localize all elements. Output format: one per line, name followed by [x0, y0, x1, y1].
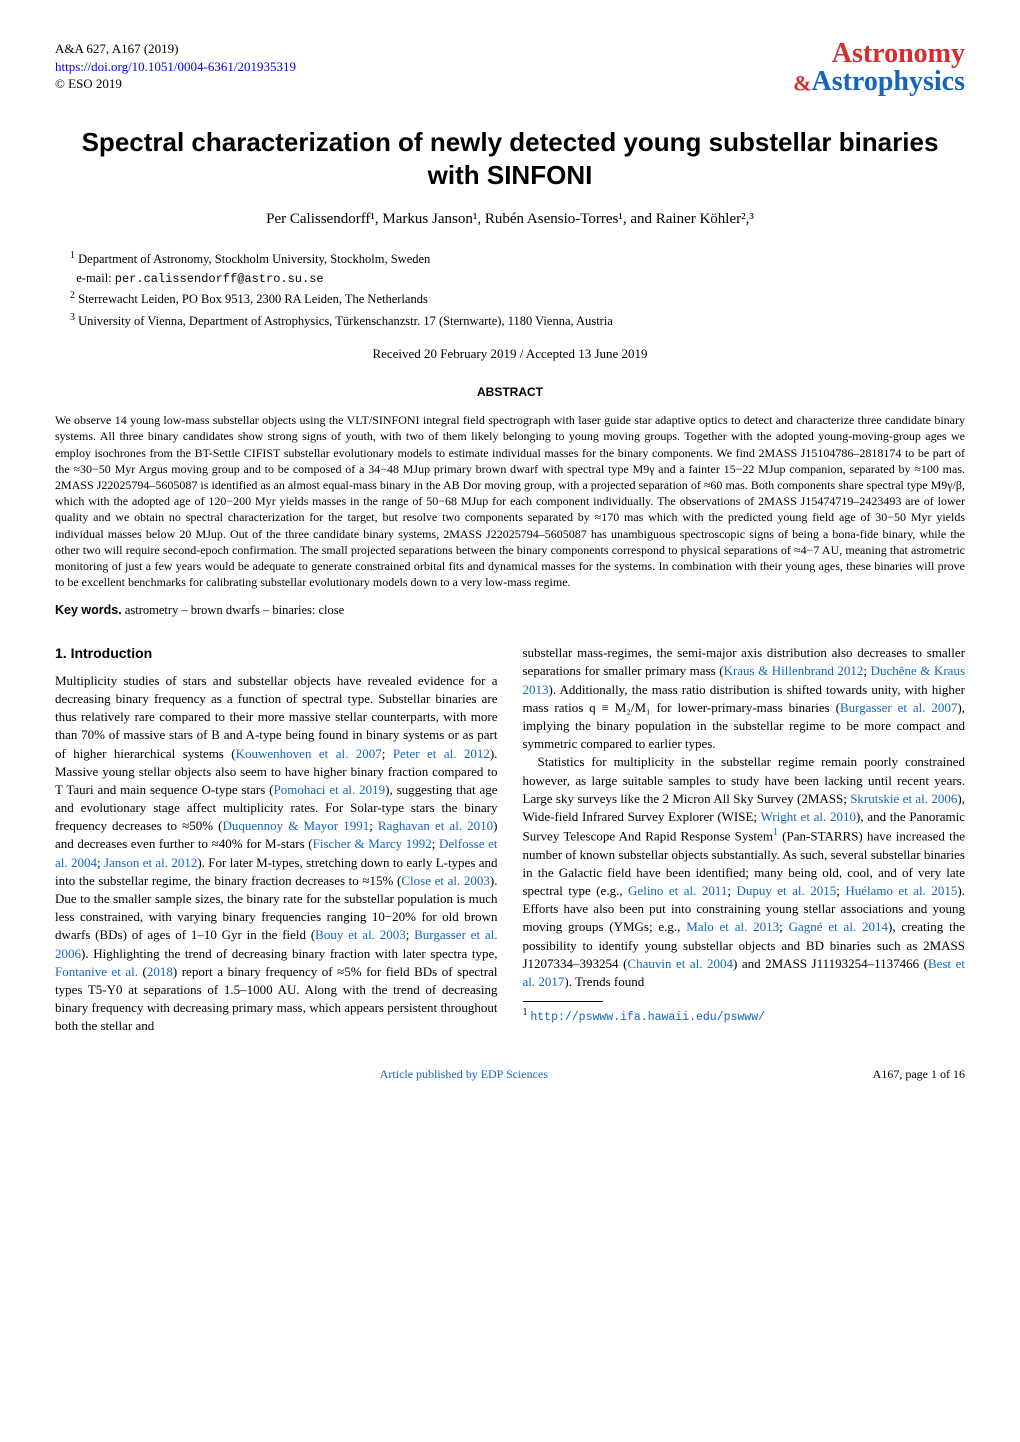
authors-line: Per Calissendorff¹, Markus Janson¹, Rubé…	[55, 209, 965, 229]
footnote-url[interactable]: http://pswww.ifa.hawaii.edu/pswww/	[530, 1011, 765, 1024]
citation[interactable]: Malo et al. 2013	[686, 919, 779, 934]
citation[interactable]: Dupuy et al. 2015	[736, 883, 836, 898]
right-column: substellar mass-regimes, the semi-major …	[523, 644, 966, 1035]
received-accepted-dates: Received 20 February 2019 / Accepted 13 …	[55, 345, 965, 363]
page-footer: Article published by EDP Sciences A167, …	[55, 1066, 965, 1082]
logo-ampersand: &	[793, 71, 811, 96]
citation[interactable]: Burgasser et al. 2007	[840, 700, 957, 715]
footnote-1: 1 http://pswww.ifa.hawaii.edu/pswww/	[523, 1006, 966, 1026]
keywords-line: Key words. astrometry – brown dwarfs – b…	[55, 602, 965, 619]
two-column-body: 1. Introduction Multiplicity studies of …	[55, 644, 965, 1035]
citation[interactable]: Raghavan et al. 2010	[378, 818, 493, 833]
citation[interactable]: Fischer & Marcy 1992	[313, 836, 432, 851]
citation[interactable]: Huélamo et al. 2015	[845, 883, 957, 898]
intro-paragraph-right-2: Statistics for multiplicity in the subst…	[523, 753, 966, 991]
intro-paragraph-right-1: substellar mass-regimes, the semi-major …	[523, 644, 966, 753]
citation[interactable]: Gagné et al. 2014	[789, 919, 888, 934]
citation[interactable]: Chauvin et al. 2004	[627, 956, 733, 971]
citation[interactable]: Close et al. 2003	[401, 873, 490, 888]
section-1-heading: 1. Introduction	[55, 644, 498, 664]
affiliations-block: 1 Department of Astronomy, Stockholm Uni…	[55, 249, 965, 329]
affiliation-email: e-mail: per.calissendorff@astro.su.se	[70, 270, 965, 287]
citation[interactable]: Janson et al. 2012	[104, 855, 197, 870]
page-number: A167, page 1 of 16	[873, 1066, 965, 1082]
doi-link[interactable]: https://doi.org/10.1051/0004-6361/201935…	[55, 58, 296, 76]
footnote-separator	[523, 1001, 603, 1002]
journal-reference: A&A 627, A167 (2019)	[55, 40, 296, 58]
copyright: © ESO 2019	[55, 75, 296, 93]
citation[interactable]: Bouy et al. 2003	[315, 927, 406, 942]
contact-email[interactable]: per.calissendorff@astro.su.se	[115, 272, 324, 286]
citation[interactable]: Pomohaci et al. 2019	[274, 782, 386, 797]
affiliation-2: 2 Sterrewacht Leiden, PO Box 9513, 2300 …	[70, 289, 965, 308]
intro-paragraph-left: Multiplicity studies of stars and subste…	[55, 672, 498, 1036]
affiliation-1: 1 Department of Astronomy, Stockholm Uni…	[70, 249, 965, 268]
journal-meta-left: A&A 627, A167 (2019) https://doi.org/10.…	[55, 40, 296, 93]
citation[interactable]: Kouwenhoven et al. 2007	[236, 746, 382, 761]
citation[interactable]: Fontanive et al.	[55, 964, 138, 979]
citation[interactable]: Duquennoy & Mayor 1991	[223, 818, 370, 833]
logo-astronomy: Astronomy	[832, 38, 965, 69]
citation[interactable]: Peter et al. 2012	[393, 746, 490, 761]
abstract-heading: ABSTRACT	[55, 384, 965, 400]
citation[interactable]: Gelino et al. 2011	[628, 883, 727, 898]
journal-logo: Astronomy &Astrophysics	[793, 40, 965, 96]
keywords-values: astrometry – brown dwarfs – binaries: cl…	[122, 603, 345, 617]
paper-title: Spectral characterization of newly detec…	[55, 126, 965, 191]
logo-astrophysics: Astrophysics	[811, 66, 965, 97]
citation[interactable]: Skrutskie et al. 2006	[850, 791, 957, 806]
journal-header: A&A 627, A167 (2019) https://doi.org/10.…	[55, 40, 965, 96]
publisher-link[interactable]: Article published by EDP Sciences	[380, 1066, 548, 1082]
abstract-text: We observe 14 young low-mass substellar …	[55, 412, 965, 590]
citation[interactable]: 2018	[147, 964, 173, 979]
citation[interactable]: Kraus & Hillenbrand 2012	[724, 663, 864, 678]
citation[interactable]: Wright et al. 2010	[761, 809, 856, 824]
left-column: 1. Introduction Multiplicity studies of …	[55, 644, 498, 1035]
affiliation-3: 3 University of Vienna, Department of As…	[70, 311, 965, 330]
keywords-label: Key words.	[55, 603, 122, 617]
